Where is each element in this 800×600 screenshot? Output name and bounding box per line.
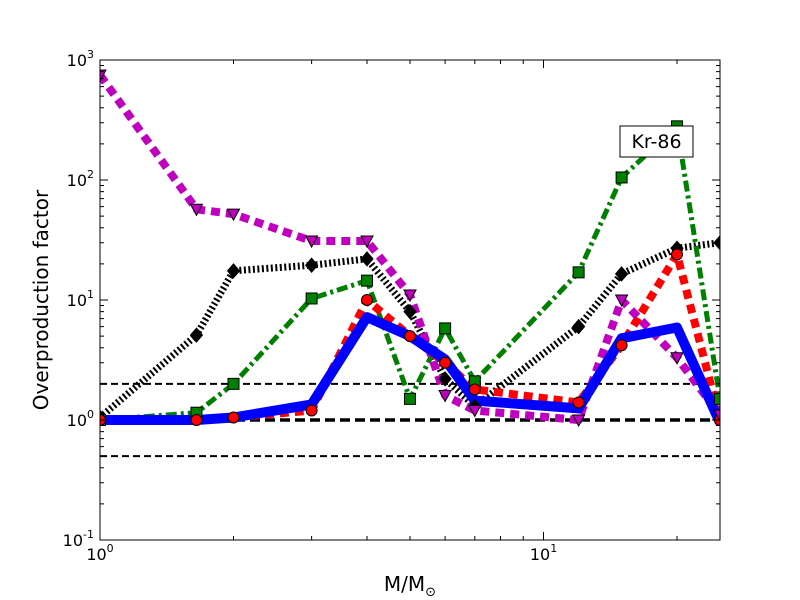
y-tick-base: 10 (67, 171, 87, 190)
series-4-point-9 (571, 414, 586, 428)
series-2-point-6 (404, 392, 416, 405)
series-4-point-8 (467, 404, 482, 418)
series-2-point-5 (361, 274, 374, 287)
x-tick-base: 10 (86, 545, 106, 564)
series-3-point-3 (227, 411, 240, 424)
x-tick-label: 101 (530, 542, 557, 564)
series-4-point-10 (614, 294, 629, 308)
series-1-point-5 (360, 251, 374, 267)
y-tick-exponent: 1 (87, 288, 94, 301)
series-2-point-9 (572, 266, 585, 279)
series-markers (100, 69, 720, 428)
series-5-line (100, 312, 720, 425)
series-4-line (100, 72, 720, 424)
x-tick-exponent: 0 (107, 542, 114, 555)
series-lines (100, 72, 720, 425)
series-4-point-2 (189, 203, 204, 217)
series-4-point-12 (713, 409, 720, 423)
y-tick-exponent: 2 (87, 168, 94, 181)
series-1-point-7 (438, 371, 452, 387)
series-3-point-9 (572, 396, 585, 409)
series-3-point-11 (671, 248, 684, 261)
reference-lines (100, 382, 720, 458)
series-2-point-3 (227, 377, 240, 390)
series-4-point-3 (226, 208, 241, 222)
series-2-point-4 (305, 292, 318, 305)
y-tick-base: 10 (67, 291, 87, 310)
series-1-point-3 (226, 263, 241, 279)
series-3-point-10 (615, 339, 628, 352)
series-4-point-5 (360, 235, 374, 249)
y-tick-label: 100 (67, 408, 94, 430)
series-2-point-12 (714, 392, 720, 405)
y-tick-base: 10 (63, 531, 83, 550)
annotation-box (619, 125, 694, 158)
series-4-point-7 (438, 390, 452, 403)
series-4-point-11 (670, 352, 684, 365)
x-axis-label-main: M/M (384, 572, 425, 596)
series-3-point-5 (361, 294, 374, 306)
series-1-point-2 (189, 327, 204, 343)
x-tick-exponent: 1 (550, 542, 557, 555)
y-tick-exponent: 0 (87, 408, 94, 421)
series-2-line (100, 123, 720, 423)
x-axis-label: M/M⊙ (384, 572, 436, 600)
series-1-point-9 (571, 318, 586, 335)
x-tick-label: 100 (86, 542, 113, 564)
annotation-text: Kr-86 (631, 131, 681, 153)
y-tick-base: 10 (67, 51, 87, 70)
x-axis: 100 101 (86, 60, 678, 564)
kr86-annotation: Kr-86 (619, 125, 694, 158)
y-tick-exponent: -1 (83, 528, 94, 541)
series-2-point-10 (615, 171, 628, 184)
y-tick-label: 102 (67, 168, 94, 190)
series-2-point-7 (439, 322, 452, 335)
series-3-point-7 (439, 356, 452, 369)
y-tick-label: 101 (67, 288, 94, 310)
y-tick-exponent: 3 (87, 48, 94, 61)
series-3-point-4 (305, 404, 318, 417)
series-3-point-2 (190, 414, 203, 426)
series-1-point-4 (304, 257, 319, 273)
series-1-point-6 (403, 303, 417, 320)
y-tick-label: 103 (67, 48, 94, 70)
x-tick-base: 10 (530, 545, 550, 564)
series-4-point-6 (403, 289, 417, 303)
y-tick-base: 10 (67, 411, 87, 430)
series-3-point-6 (404, 330, 416, 343)
series-4-point-4 (304, 235, 319, 249)
y-axis-label: Overproduction factor (29, 189, 53, 410)
series-3-point-8 (468, 383, 481, 396)
x-axis-label-subscript: ⊙ (425, 585, 436, 600)
y-tick-label: 10-1 (63, 528, 94, 550)
series-1-point-10 (614, 266, 629, 282)
